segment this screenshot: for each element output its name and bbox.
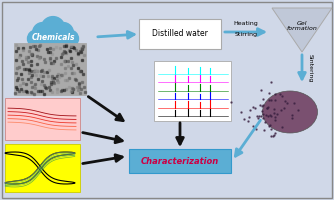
FancyBboxPatch shape <box>129 149 231 173</box>
Text: Gel
formation: Gel formation <box>287 21 317 31</box>
FancyBboxPatch shape <box>2 2 332 198</box>
Text: Sintering: Sintering <box>308 54 313 82</box>
Circle shape <box>38 35 55 52</box>
Circle shape <box>41 17 65 40</box>
FancyBboxPatch shape <box>14 43 86 95</box>
Text: Heating: Heating <box>233 21 259 26</box>
Text: Characterization: Characterization <box>141 156 219 166</box>
Circle shape <box>33 23 53 43</box>
FancyBboxPatch shape <box>154 61 231 121</box>
Circle shape <box>53 23 73 43</box>
Circle shape <box>27 30 44 47</box>
Text: Chemicals: Chemicals <box>31 32 75 42</box>
Circle shape <box>61 30 78 47</box>
FancyBboxPatch shape <box>5 98 80 140</box>
Text: Distilled water: Distilled water <box>152 29 208 38</box>
Ellipse shape <box>263 91 318 133</box>
Polygon shape <box>272 8 332 52</box>
FancyBboxPatch shape <box>139 19 221 49</box>
Text: Stirring: Stirring <box>234 32 258 37</box>
FancyBboxPatch shape <box>5 144 80 192</box>
Circle shape <box>51 35 68 52</box>
Circle shape <box>38 22 68 52</box>
